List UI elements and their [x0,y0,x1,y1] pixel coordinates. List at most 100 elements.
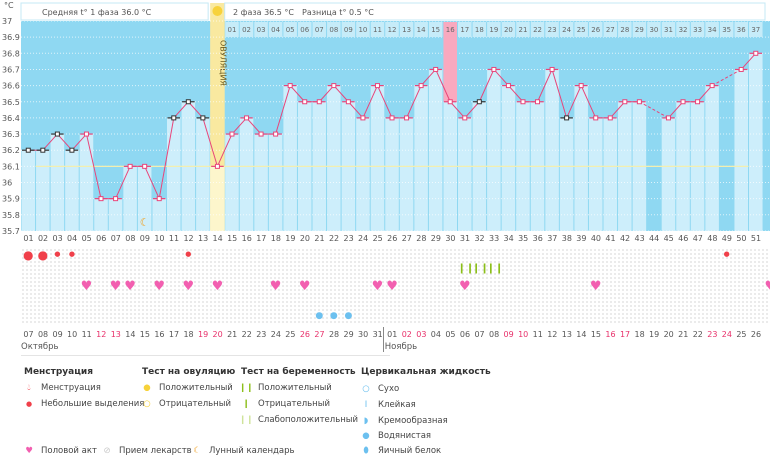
cycle-day-label: 47 [692,234,703,243]
cycle-day-label: 13 [198,234,209,243]
temperature-bar [108,198,123,231]
phase2-day-cell [676,22,690,37]
date-label: 11 [81,330,92,339]
heart-icon: ♥ [371,279,384,294]
phase2-day-label: 34 [708,26,717,34]
heart-icon: ♥ [269,279,282,294]
temperature-point [374,83,380,89]
legend-label: Кремообразная [378,416,448,426]
cycle-day-label: 48 [707,234,718,243]
cycle-day-label: 50 [736,234,747,243]
hourglass-icon: I [364,400,368,410]
y-tick-label: 36.8 [2,49,20,58]
legend-spotting: ● Небольшие выделения [22,399,145,409]
temperature-point [578,83,584,89]
legend-label: Отрицательный [159,399,231,409]
phase2-day-cell [472,22,487,37]
cycle-day-label: 45 [663,234,674,243]
date-label: 08 [489,330,500,339]
legend-ovulation-negative: ○ Отрицательный [140,399,231,409]
legend-preg-positive: ❙❙ Положительный [239,383,332,393]
temperature-point [491,66,497,72]
phase2-day-cell [749,22,763,37]
temperature-line-segment [449,101,466,119]
temperature-point [258,131,264,137]
temperature-point [680,99,686,105]
phase2-day-cell [239,22,254,37]
cycle-day-label: 12 [183,234,194,243]
temperature-point [535,99,541,105]
temperature-point [593,115,599,121]
spotting-icon: ● [723,250,730,258]
menstruation-icon: ● [37,248,49,262]
phase2-day-cell [297,22,312,37]
temperature-point [418,83,424,89]
date-label: 29 [343,330,354,339]
temperature-point [345,99,351,105]
temperature-point [389,115,395,121]
date-label: 18 [183,330,194,339]
cycle-day-label: 24 [358,234,369,243]
temperature-bar [603,117,618,231]
phase2-day-cell [530,22,545,37]
phase2-day-cell [734,22,748,37]
temperature-line-segment [333,85,349,103]
date-label: 09 [503,330,514,339]
phase2-day-label: 17 [460,26,469,34]
phase2-day-label: 22 [533,26,542,34]
phase2-day-label: 16 [446,26,455,34]
temperature-point [127,163,133,169]
temperature-line-segment [551,69,568,119]
temperature-line-segment [420,69,437,86]
temperature-point [505,83,511,89]
cycle-day-label: 21 [314,234,325,243]
cycle-day-label: 28 [416,234,427,243]
legend-pregnancy-title: Тест на беременность [241,367,356,377]
phase2-day-cell [458,22,472,37]
phase2-day-label: 20 [504,26,513,34]
y-tick-label: 36.5 [2,98,20,107]
temperature-point [462,115,468,121]
temperature-bar [487,69,501,231]
date-label: 31 [372,330,383,339]
date-label: 25 [285,330,296,339]
y-tick-label: 36.6 [2,82,20,91]
cycle-day-label: 18 [270,234,281,243]
temperature-bar [661,117,676,231]
temperature-line-segment [697,85,713,103]
legend-menstruation-title: Менструация [24,367,93,377]
legend-preg-weak: ❙❙ Слабоположительный [239,415,358,425]
temperature-line-segment [57,133,73,151]
temperature-point [25,147,31,153]
temperature-line-segment [478,69,495,102]
temperature-line-segment [537,69,553,102]
temperature-point [476,99,482,105]
temperature-bar [94,198,108,231]
temperature-bar [268,134,283,231]
phase2-day-cell [254,22,268,37]
creamy-drop-icon: ◗ [363,416,369,426]
cycle-day-label: 23 [343,234,354,243]
legend-watery: ● Водянистая [359,431,431,441]
phase2-day-cell [588,22,603,37]
temperature-bar [79,134,94,231]
temperature-bar [574,85,588,231]
phase2-day-cell [647,22,661,37]
phase2-day-cell [719,22,734,37]
phase2-day-cell [414,22,428,37]
header-phase2-box [224,2,766,21]
date-label: 20 [663,330,674,339]
cycle-day-label: 11 [168,234,180,243]
temperature-line-segment [362,85,378,119]
temperature-line-segment [42,133,58,151]
drop-icon: ● [362,431,370,441]
symptom-grid [21,248,770,323]
phase2-day-label: 25 [577,26,586,34]
legend-medication: ⊘ Прием лекарств [100,446,191,456]
temperature-point [40,147,46,153]
y-tick-label: 36.3 [2,130,20,139]
cycle-day-label: 32 [474,234,485,243]
temperature-point [695,99,701,105]
legend-ovulation-positive: ● Положительный [140,383,233,393]
temperature-bar [36,150,50,231]
